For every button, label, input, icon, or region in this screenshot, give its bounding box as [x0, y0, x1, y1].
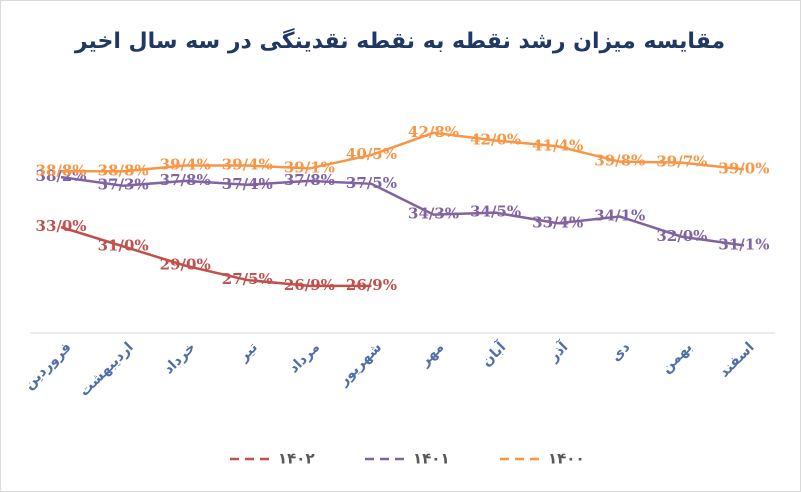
legend-label: ۱۴۰۲ — [278, 450, 315, 468]
data-label: 27/5% — [222, 270, 273, 288]
data-label: 39/7% — [656, 153, 707, 171]
data-label: 34/1% — [594, 207, 645, 225]
data-label: 39/0% — [718, 159, 769, 177]
data-label: 29/0% — [160, 256, 211, 274]
data-label: 26/9% — [346, 276, 397, 294]
legend-label: ۱۴۰۰ — [548, 450, 585, 468]
data-label: 39/4% — [222, 156, 273, 174]
data-label: 38/8% — [36, 161, 87, 179]
legend-label: ۱۴۰۱ — [413, 450, 450, 468]
data-label: 37/5% — [346, 174, 397, 192]
data-label: 37/3% — [98, 176, 149, 194]
data-label: 33/4% — [532, 213, 583, 231]
data-label: 31/0% — [98, 236, 149, 254]
data-label: 31/1% — [718, 235, 769, 253]
data-label: 39/8% — [594, 152, 645, 170]
data-label: 42/0% — [470, 131, 521, 149]
data-label: 37/8% — [284, 171, 335, 189]
series-line — [61, 131, 745, 173]
legend-item: ۱۴۰۰ — [500, 450, 585, 468]
series-line — [60, 175, 745, 247]
data-label: 40/5% — [346, 145, 397, 163]
data-label: 26/9% — [284, 276, 335, 294]
data-label: 39/1% — [284, 158, 335, 176]
data-label: 41/4% — [532, 136, 583, 154]
legend-item: ۱۴۰۲ — [230, 450, 315, 468]
data-label: 39/4% — [160, 156, 211, 174]
data-label: 33/0% — [36, 217, 87, 235]
data-label: 37/8% — [160, 171, 211, 189]
legend-item: ۱۴۰۱ — [365, 450, 450, 468]
series-line — [60, 225, 372, 288]
data-label: 42/8% — [408, 123, 459, 141]
chart-title: مقایسه میزان رشد نقطه به نقطه نقدینگی در… — [74, 27, 725, 54]
data-label: 32/0% — [656, 227, 707, 245]
data-label: 34/5% — [470, 203, 521, 221]
data-label: 37/4% — [222, 175, 273, 193]
data-label: 38/8% — [98, 161, 149, 179]
data-label: 34/3% — [408, 205, 459, 223]
